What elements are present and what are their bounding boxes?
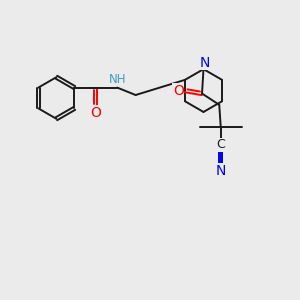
Text: C: C — [216, 138, 225, 152]
Text: O: O — [90, 106, 101, 120]
Text: O: O — [173, 84, 184, 98]
Text: N: N — [216, 164, 226, 178]
Text: N: N — [200, 56, 210, 70]
Text: NH: NH — [108, 73, 126, 86]
